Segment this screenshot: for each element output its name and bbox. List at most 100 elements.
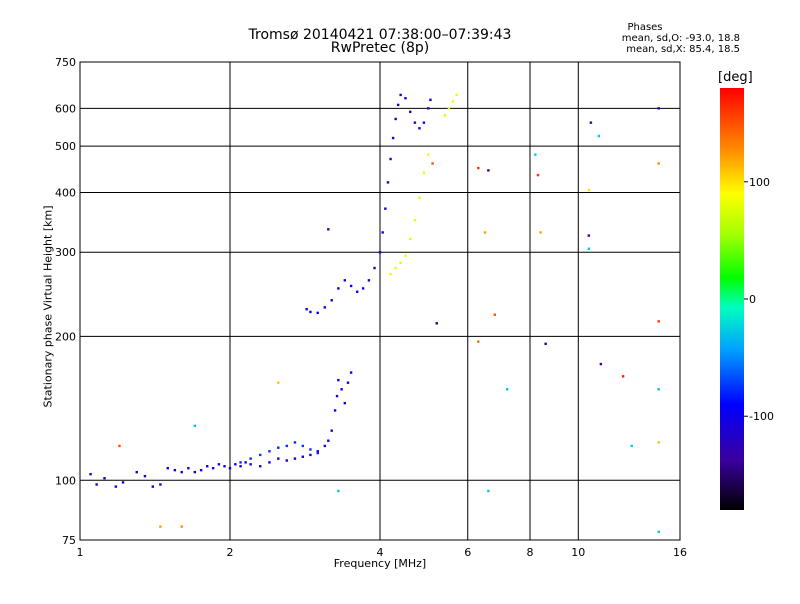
data-point (309, 310, 312, 314)
data-point (621, 375, 625, 378)
y-tick-label: 600 (55, 102, 76, 115)
colorbar-label: [deg] (718, 70, 753, 85)
data-point (630, 444, 633, 448)
data-point (657, 162, 660, 165)
data-point (367, 279, 371, 282)
x-axis-label: Frequency [MHz] (333, 557, 427, 570)
data-point (268, 450, 271, 453)
data-point (337, 287, 340, 290)
data-point (349, 371, 353, 374)
data-point (493, 313, 497, 316)
x-tick-label: 16 (673, 546, 687, 559)
data-point (327, 228, 330, 231)
data-point (293, 457, 297, 460)
phase-o-mode: mean, sd,O: -93.0, 18.8 (621, 33, 740, 44)
data-point (343, 401, 347, 405)
data-point (89, 472, 92, 476)
data-point (180, 525, 183, 528)
data-point (505, 388, 509, 391)
data-point (422, 171, 426, 174)
data-point (657, 530, 660, 534)
data-point (409, 237, 412, 241)
data-point (277, 457, 280, 460)
data-point (121, 481, 125, 484)
data-point (249, 457, 252, 460)
data-point (483, 231, 487, 234)
y-tick-label: 500 (55, 140, 76, 153)
chart-title: Tromsø 20140421 07:38:00–07:39:43 (248, 27, 512, 43)
colorbar-tick-label: 100 (749, 176, 770, 189)
colorbar-tick-label: -100 (749, 410, 774, 423)
x-tick-label: 4 (377, 546, 384, 559)
x-tick-label: 8 (527, 546, 534, 559)
data-point (539, 231, 542, 234)
data-point (373, 266, 376, 270)
data-point (323, 306, 327, 309)
data-point (657, 388, 660, 391)
data-point (239, 465, 242, 468)
data-point (337, 489, 340, 493)
x-ticks: 1 2 4 6 8 10 16 (77, 546, 688, 559)
x-tick-label: 1 (77, 546, 84, 559)
data-point (316, 450, 319, 453)
x-tick-label: 10 (571, 546, 585, 559)
data-point (293, 441, 297, 444)
data-point (103, 477, 106, 480)
data-point (301, 444, 305, 448)
y-tick-label: 100 (55, 474, 76, 487)
colorbar-ticks: 100 0 -100 (744, 176, 774, 423)
plot-frame (79, 61, 681, 541)
data-point (422, 121, 426, 124)
data-point (239, 461, 242, 464)
data-point (455, 93, 458, 97)
data-point (451, 100, 455, 103)
data-point (404, 96, 407, 100)
data-point (346, 381, 350, 384)
data-point (361, 287, 365, 290)
data-point (337, 378, 340, 382)
data-point (378, 251, 382, 254)
data-point (223, 465, 226, 468)
data-point (333, 409, 337, 412)
data-point (259, 453, 262, 457)
data-point (159, 483, 162, 486)
data-point (277, 381, 280, 384)
data-point (187, 466, 190, 470)
data-point (413, 121, 417, 124)
data-point (487, 489, 490, 493)
data-point (228, 466, 232, 470)
data-point (418, 127, 421, 130)
data-point (193, 470, 197, 474)
y-tick-label: 75 (62, 534, 76, 547)
x-tick-label: 6 (464, 546, 471, 559)
data-point (391, 136, 395, 140)
data-point (599, 362, 603, 366)
data-point (657, 107, 660, 110)
data-point (114, 485, 118, 488)
data-point (316, 311, 319, 315)
data-point (536, 173, 540, 177)
data-point (327, 439, 330, 442)
data-point (259, 465, 262, 468)
data-point (355, 290, 359, 293)
y-axis-label: Stationary phase Virtual Height [km] (41, 205, 55, 408)
data-point (159, 525, 162, 528)
data-point (343, 279, 347, 282)
data-point (399, 261, 402, 265)
data-point (151, 485, 155, 488)
data-point (431, 162, 434, 165)
data-point (249, 463, 252, 466)
chart-subtitle: RwPretec (8p) (330, 40, 430, 56)
y-tick-label: 200 (55, 330, 76, 343)
data-point (305, 307, 308, 311)
data-point (413, 219, 417, 222)
data-point (409, 110, 412, 114)
data-point (193, 424, 197, 428)
data-point (587, 247, 591, 250)
data-point (399, 93, 402, 97)
data-point (381, 231, 384, 234)
data-point (309, 453, 312, 457)
data-point (477, 340, 480, 343)
data-point (389, 157, 392, 161)
